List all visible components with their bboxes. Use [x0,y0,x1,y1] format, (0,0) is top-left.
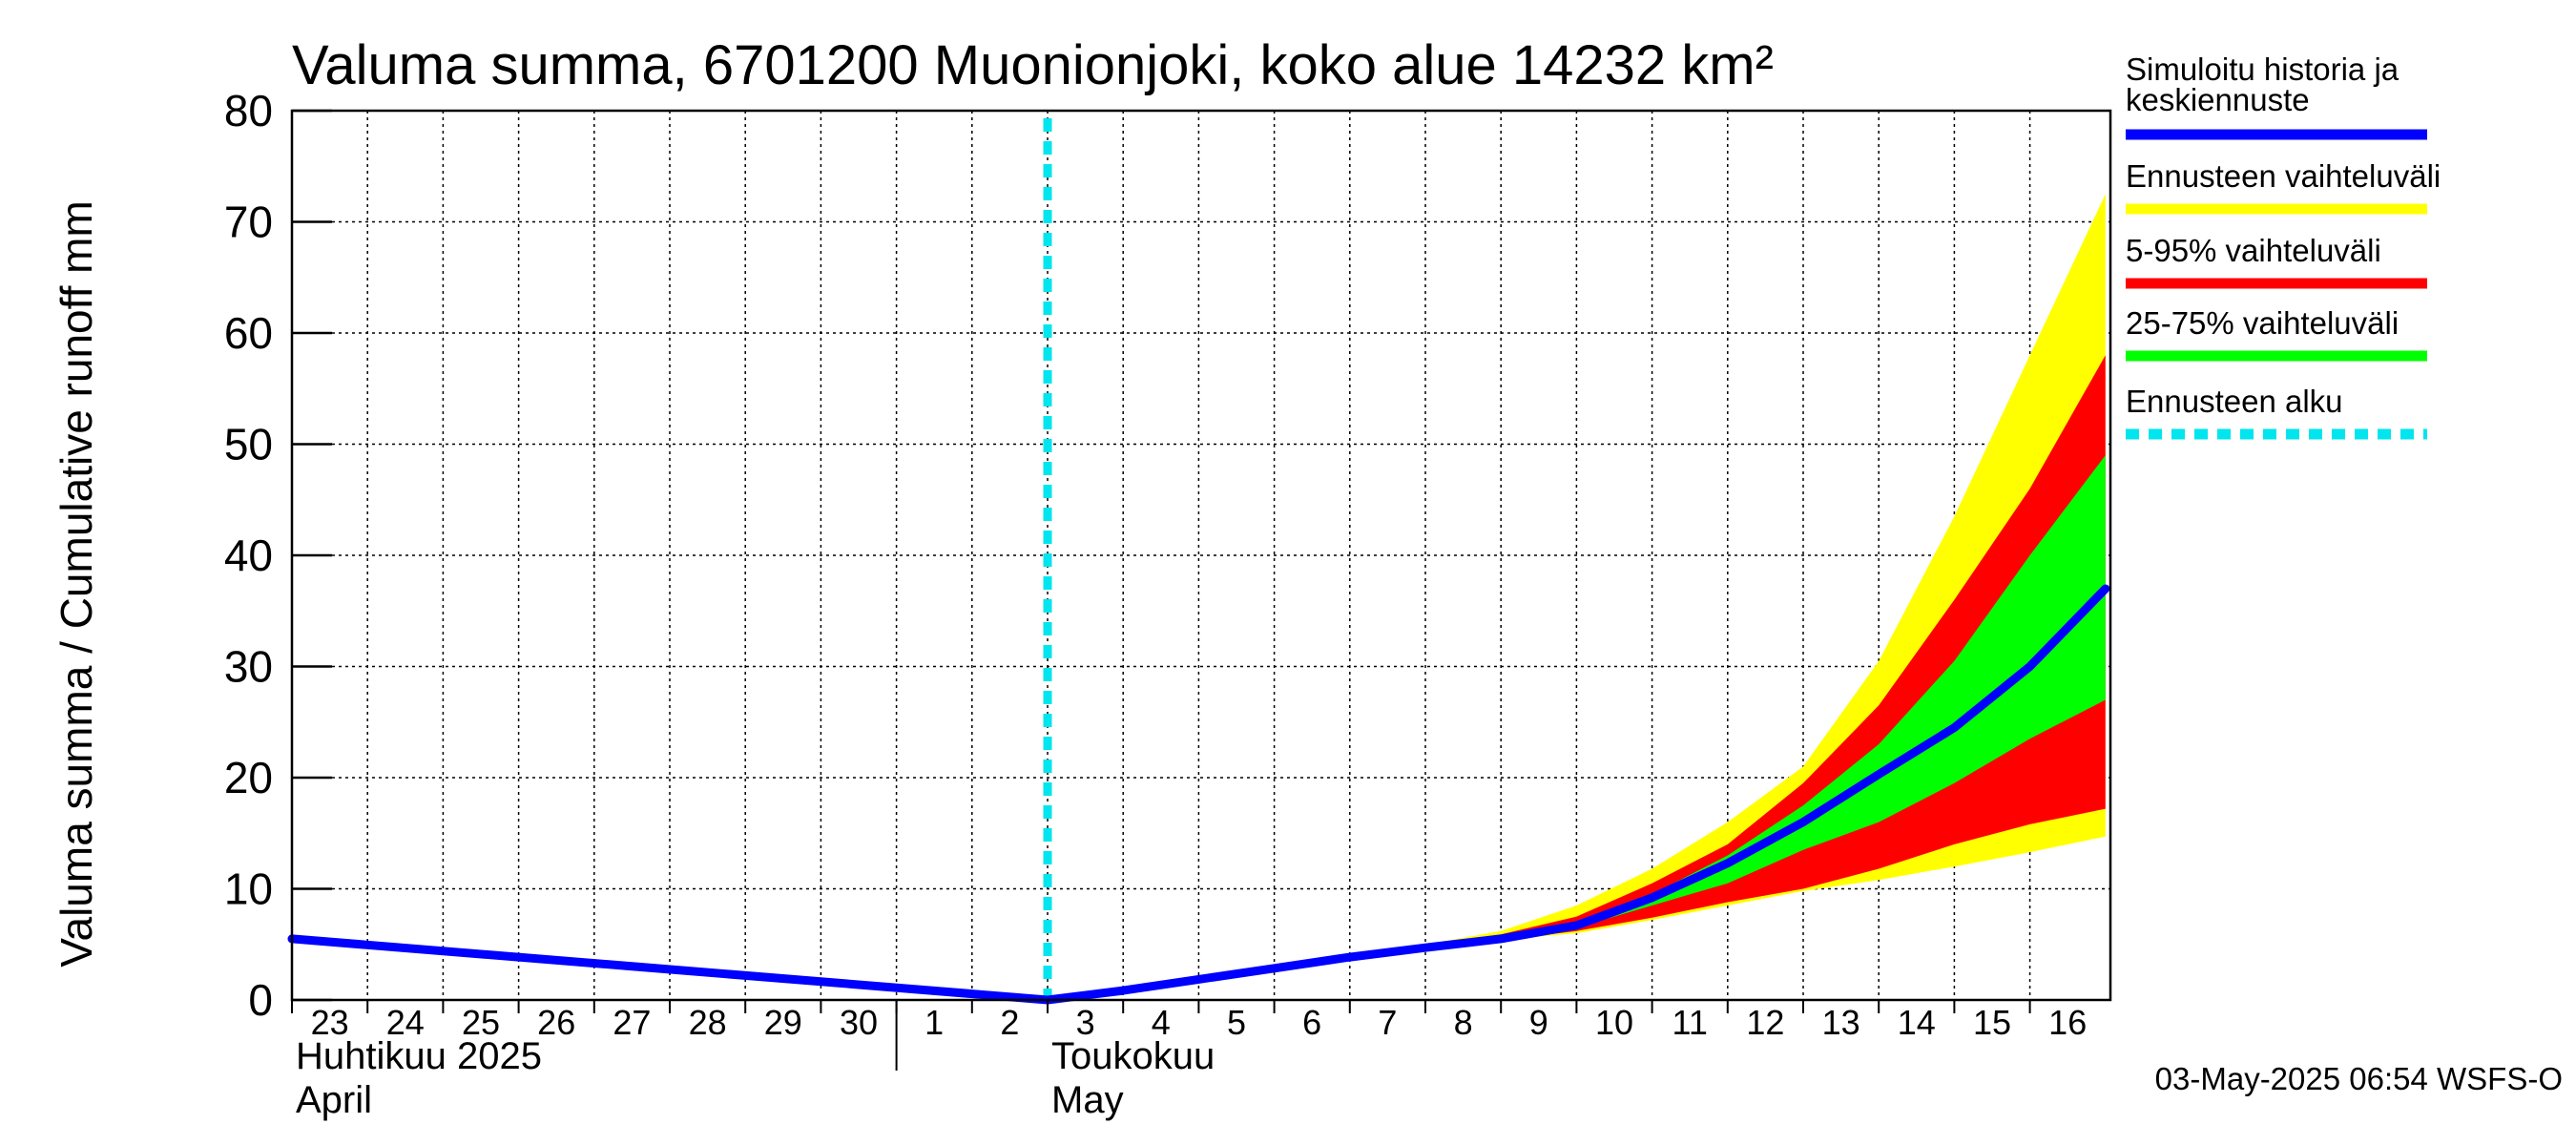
legend-label: Simuloitu historia ja [2126,52,2399,87]
legend-label: keskiennuste [2126,82,2310,117]
x-tick-label: 10 [1595,1003,1633,1042]
x-tick-label: 3 [1076,1003,1095,1042]
month-label-english: May [1051,1079,1124,1121]
x-tick-label: 8 [1454,1003,1473,1042]
month-label-english: April [296,1079,372,1121]
legend-label: 25-75% vaihteluväli [2126,305,2399,341]
month-label: Toukokuu [1051,1035,1215,1077]
y-tick-label: 10 [224,864,273,914]
x-tick-label: 5 [1227,1003,1246,1042]
x-tick-label: 24 [386,1003,425,1042]
x-tick-label: 27 [613,1003,651,1042]
x-tick-label: 30 [840,1003,878,1042]
x-tick-labels: 23 24 25 26 27 28 29 30 1 2 3 4 5 6 7 8 9 10 11 12 13 14 15 16 [311,1003,2088,1042]
y-tick-label: 30 [224,642,273,692]
axes [290,109,2112,1071]
legend-label: 5-95% vaihteluväli [2126,233,2381,268]
x-tick-label: 28 [689,1003,727,1042]
series-lines [287,118,2110,1005]
x-tick-label: 13 [1822,1003,1860,1042]
x-tick-label: 16 [2048,1003,2087,1042]
x-tick-label: 4 [1152,1003,1171,1042]
x-tick-label: 12 [1746,1003,1784,1042]
x-tick-label: 14 [1898,1003,1936,1042]
y-tick-label: 60 [224,308,273,358]
month-label: Huhtikuu 2025 [296,1035,542,1077]
x-tick-label: 9 [1529,1003,1548,1042]
x-tick-label: 1 [924,1003,944,1042]
x-tick-label: 25 [462,1003,500,1042]
x-tick-label: 29 [764,1003,802,1042]
y-tick-label: 40 [224,531,273,580]
x-tick-label: 23 [311,1003,349,1042]
mean-forecast-line [287,584,2110,1005]
footer-timestamp: 03-May-2025 06:54 WSFS-O [2155,1061,2563,1096]
chart-title: Valuma summa, 6701200 Muonionjoki, koko … [292,34,1774,96]
x-tick-label: 6 [1302,1003,1321,1042]
y-tick-labels: 0 10 20 30 40 50 60 70 80 [224,86,273,1025]
y-tick-label: 0 [248,975,273,1025]
x-tick-label: 11 [1672,1003,1708,1042]
y-tick-label: 70 [224,198,273,247]
x-tick-label: 7 [1378,1003,1397,1042]
legend-label: Ennusteen alku [2126,384,2343,419]
x-tick-label: 2 [1000,1003,1019,1042]
x-tick-label: 26 [537,1003,575,1042]
y-tick-label: 50 [224,420,273,469]
y-tick-label: 20 [224,753,273,802]
y-axis-label: Valuma summa / Cumulative runoff mm [52,200,101,968]
x-tick-label: 15 [1973,1003,2011,1042]
legend-label: Ennusteen vaihteluväli [2126,158,2441,194]
y-tick-label: 80 [224,86,273,135]
